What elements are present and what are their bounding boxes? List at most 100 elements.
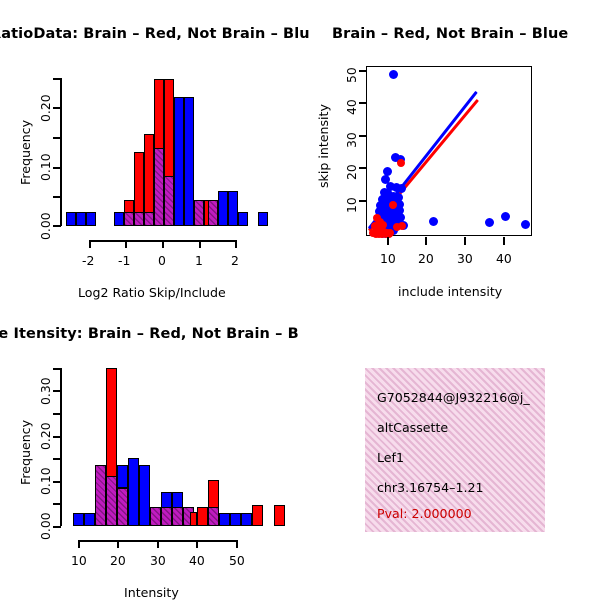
bar-overlap (124, 212, 134, 226)
scatter-point (397, 159, 405, 167)
y-tick (53, 78, 61, 81)
x-tick (236, 540, 239, 548)
x-tick (157, 540, 160, 548)
ratio-histogram-xtick-2: 2 (231, 253, 239, 268)
scatter-point (398, 222, 406, 230)
scatter-point (384, 190, 393, 199)
bar-overlap (208, 507, 219, 526)
bar-notbrain (172, 492, 183, 508)
y-tick (53, 137, 61, 140)
scatter-ytick-30: 30 (344, 132, 359, 148)
scatter-point (389, 192, 398, 201)
bar-overlap (117, 488, 128, 526)
intensity-histogram-title: ne Itensity: Brain – Red, Not Brain – B (0, 326, 299, 342)
scatter-point (395, 206, 404, 215)
scatter-point (396, 213, 405, 222)
scatter-point (391, 153, 400, 162)
annotation-line-locus: chr3.16754–1.21 (377, 480, 484, 495)
bar-brain (274, 505, 285, 526)
y-tick (53, 390, 61, 393)
y-tick (53, 196, 61, 199)
intensity-histogram-bars (0, 300, 300, 600)
x-tick (196, 540, 199, 548)
bar-notbrain (66, 212, 76, 226)
ratio-histogram-y-axis (60, 78, 63, 226)
bar-notbrain (219, 513, 230, 526)
bar-notbrain (76, 212, 86, 226)
ratio-histogram-xlabel: Log2 Ratio Skip/Include (78, 285, 226, 300)
annotation-line-pval: Pval: 2.000000 (377, 506, 472, 521)
scatter-xtick-10: 10 (380, 251, 396, 266)
y-tick (359, 200, 367, 203)
scatter-ytick-10: 10 (344, 197, 359, 213)
annotation-line-id: G7052844@J932216@j_ (377, 390, 530, 405)
bar-notbrain (161, 492, 172, 508)
ratio-histogram-title: RatioData: Brain – Red, Not Brain – Blu (0, 26, 310, 42)
bar-overlap (134, 212, 144, 226)
y-tick (359, 135, 367, 138)
scatter-point (429, 217, 438, 226)
scatter-point (383, 167, 392, 176)
x-tick (117, 540, 120, 548)
annotation-line-gene: Lef1 (377, 450, 404, 465)
bar-overlap (161, 507, 172, 526)
scatter-ylabel: skip intensity (316, 104, 331, 188)
scatter-xtick-40: 40 (496, 251, 512, 266)
scatter-point (521, 220, 530, 229)
bar-overlap (172, 507, 183, 526)
panel-intensity-histogram: ne Itensity: Brain – Red, Not Brain – B … (0, 300, 300, 600)
scatter-point (393, 223, 401, 231)
scatter-title: Brain – Red, Not Brain – Blue (332, 26, 569, 42)
bar-notbrain (114, 212, 124, 226)
y-tick (53, 225, 61, 228)
scatter-point (397, 184, 406, 193)
bar-overlap (194, 200, 204, 226)
annotation-line-event-type: altCassette (377, 420, 449, 435)
y-tick (53, 167, 61, 170)
annotation-panel: G7052844@J932216@j_ altCassette Lef1 chr… (365, 368, 545, 532)
scatter-point (394, 193, 403, 202)
bar-notbrain (218, 191, 228, 226)
scatter-point (392, 183, 401, 192)
intensity-histogram-xtick-30: 30 (150, 553, 166, 568)
scatter-plot-frame (366, 66, 532, 238)
x-tick (387, 237, 390, 245)
bar-brain (190, 512, 197, 526)
ratio-histogram-bars (0, 0, 300, 300)
scatter-point (381, 175, 390, 184)
intensity-histogram-xtick-10: 10 (71, 553, 87, 568)
ratio-histogram-xtick-1: 1 (195, 253, 203, 268)
bar-notbrain (128, 458, 139, 526)
bar-notbrain (238, 212, 248, 226)
y-tick (53, 526, 61, 529)
x-tick (425, 237, 428, 245)
x-tick (89, 240, 92, 248)
ratio-histogram-xtick--1: -1 (118, 253, 131, 268)
scatter-xtick-30: 30 (457, 251, 473, 266)
intensity-histogram-xtick-20: 20 (110, 553, 126, 568)
y-tick (359, 70, 367, 73)
x-tick (199, 240, 202, 248)
bar-overlap (95, 465, 106, 526)
bar-notbrain (258, 212, 268, 226)
intensity-histogram-y-axis (60, 368, 63, 526)
x-tick (78, 540, 81, 548)
bar-notbrain (139, 465, 150, 526)
bar-overlap (164, 176, 174, 226)
scatter-ytick-20: 20 (344, 164, 359, 180)
bar-overlap (150, 507, 161, 526)
bar-overlap (144, 212, 154, 226)
bar-notbrain (241, 513, 252, 526)
x-tick (503, 237, 506, 245)
x-tick (235, 240, 238, 248)
scatter-point (485, 218, 494, 227)
scatter-point (395, 200, 404, 209)
panel-intensity-scatter: Brain – Red, Not Brain – Blue skip inten… (300, 0, 600, 300)
y-tick (53, 436, 61, 439)
y-tick (53, 503, 61, 506)
scatter-point (386, 182, 395, 191)
panel-ratio-histogram: RatioData: Brain – Red, Not Brain – Blu … (0, 0, 310, 300)
y-tick (359, 102, 367, 105)
y-tick (53, 107, 61, 110)
bar-notbrain (174, 97, 184, 226)
